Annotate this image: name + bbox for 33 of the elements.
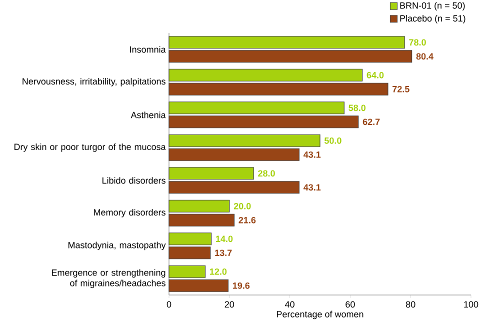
y-tick-label: Memory disorders (94, 208, 166, 218)
data-label: 62.7 (362, 118, 380, 126)
data-label: 50.0 (324, 137, 342, 144)
data-label: 28.0 (258, 170, 275, 177)
data-label: 14.0 (216, 236, 233, 242)
y-tick-label: Mastodynia, mastopathy (68, 242, 166, 250)
data-label: 72.5 (392, 86, 410, 92)
x-axis-title: Percentage of women (276, 310, 364, 320)
y-tick-label: Emergence or strengthening of migraines/headaches (52, 269, 166, 288)
data-label: 19.6 (232, 282, 250, 289)
x-tick-label: 0 (166, 301, 172, 308)
data-label: 13.7 (215, 250, 232, 256)
x-tick-label: 80 (406, 301, 416, 308)
data-label: 12.0 (210, 268, 227, 275)
data-label: 58.0 (348, 104, 366, 112)
legend-label: Placebo (n = 51) (400, 14, 466, 24)
y-tick-label: Asthenia (130, 112, 166, 118)
data-label: 21.6 (238, 216, 256, 224)
x-tick-label: 20 (224, 301, 234, 308)
y-tick-label: Insomnia (130, 46, 166, 53)
data-label: 78.0 (409, 39, 426, 46)
y-tick-label: Dry skin or poor turgor of the mucosa (14, 143, 166, 152)
x-tick-label: 60 (346, 301, 355, 308)
data-label: 80.4 (416, 53, 434, 60)
data-label: 64.0 (366, 72, 384, 78)
data-label: 43.1 (304, 184, 321, 191)
x-tick-label: 40 (285, 301, 294, 308)
y-tick-label: Nervousness, irritability, palpitations (22, 78, 166, 86)
legend-label: BRN-01 (n = 50) (400, 2, 465, 10)
x-tick-label: 100 (464, 301, 478, 308)
data-label: 43.1 (304, 151, 321, 158)
data-label: 20.0 (234, 202, 251, 210)
y-tick-label: Libido disorders (102, 177, 166, 184)
